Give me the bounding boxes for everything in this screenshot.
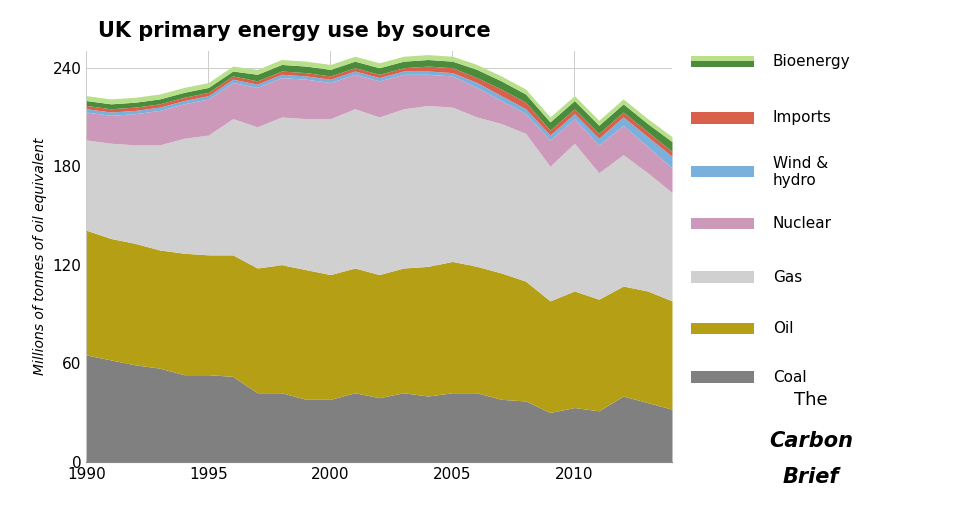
Text: Coal: Coal (773, 369, 806, 385)
Text: Carbon: Carbon (769, 431, 853, 451)
Text: UK primary energy use by source: UK primary energy use by source (98, 22, 491, 42)
Y-axis label: Millions of tonnes of oil equivalent: Millions of tonnes of oil equivalent (33, 138, 47, 375)
Text: The: The (794, 391, 828, 409)
Text: Oil: Oil (773, 321, 793, 336)
Text: Gas: Gas (773, 269, 802, 285)
Text: Imports: Imports (773, 110, 831, 126)
Text: Brief: Brief (783, 467, 839, 487)
Text: Bioenergy: Bioenergy (773, 54, 851, 69)
Text: Wind &: Wind & (773, 155, 828, 171)
Text: hydro: hydro (773, 173, 817, 188)
Text: Nuclear: Nuclear (773, 215, 831, 231)
